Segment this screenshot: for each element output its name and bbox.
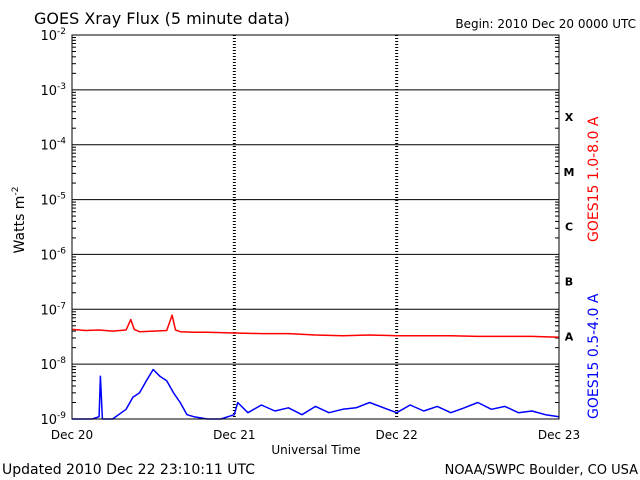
y-tick-labels: 10-2 10-3 10-4 10-5 10-6 10-7 10-8 10-9 xyxy=(40,27,66,428)
y-axis-label-group: Watts m-2 xyxy=(11,187,28,254)
y-tick-label: 10-2 xyxy=(40,27,66,44)
flare-class-label: A xyxy=(565,330,574,343)
flare-class-label: M xyxy=(564,166,575,179)
footer-updated: Updated 2010 Dec 22 23:10:11 UTC xyxy=(2,462,255,478)
legend: GOES15 1.0-8.0 A GOES15 0.5-4.0 A xyxy=(586,116,602,419)
y-tick-label: 10-5 xyxy=(40,192,66,209)
series-line-1 xyxy=(71,314,560,338)
x-tick-label: Dec 22 xyxy=(376,428,418,442)
y-tick-label: 10-6 xyxy=(40,246,66,263)
x-tick-labels: Dec 20 Dec 21 Dec 22 Dec 23 xyxy=(51,428,580,442)
series-line-2 xyxy=(72,368,560,420)
y-tick-label: 10-7 xyxy=(40,301,66,318)
x-tick-label: Dec 20 xyxy=(51,428,93,442)
y-axis-label-exponent: -2 xyxy=(11,187,21,196)
svg-text:Watts m-2: Watts m-2 xyxy=(11,187,28,254)
legend-series-1: GOES15 1.0-8.0 A xyxy=(586,116,602,242)
flare-class-label: C xyxy=(565,221,573,234)
grid-lines xyxy=(72,35,559,419)
begin-label: Begin: 2010 Dec 20 0000 UTC xyxy=(455,17,636,31)
legend-series-2: GOES15 0.5-4.0 A xyxy=(586,293,602,419)
y-tick-label: 10-8 xyxy=(40,356,66,373)
x-tick-label: Dec 23 xyxy=(538,428,580,442)
x-axis-label: Universal Time xyxy=(271,443,360,457)
footer-source: NOAA/SWPC Boulder, CO USA xyxy=(445,463,638,478)
x-tick-label: Dec 21 xyxy=(213,428,255,442)
flare-class-label: X xyxy=(565,111,574,124)
y-axis-label: Watts m xyxy=(12,196,28,254)
series-lines xyxy=(71,314,560,420)
y-tick-label: 10-4 xyxy=(40,137,66,154)
plot-frame xyxy=(71,34,560,420)
chart-title: GOES Xray Flux (5 minute data) xyxy=(34,9,290,28)
y-tick-label: 10-3 xyxy=(40,82,66,99)
flare-class-labels: X M C B A xyxy=(564,111,575,343)
flare-class-label: B xyxy=(565,276,573,289)
y-tick-label: 10-9 xyxy=(40,411,66,428)
